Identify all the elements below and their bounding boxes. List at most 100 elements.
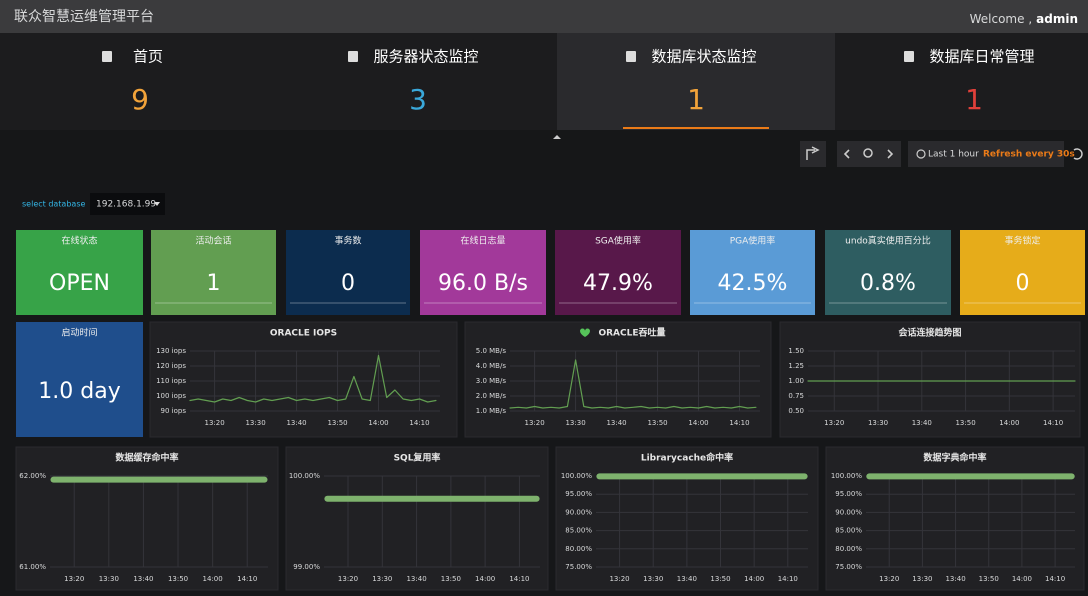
clock-icon [916, 149, 926, 159]
chart-panel [15, 446, 279, 591]
x-tick-label: 13:30 [565, 419, 585, 427]
x-tick-label: 13:40 [945, 575, 965, 583]
stat-title: undo真实使用百分比 [845, 235, 931, 247]
stat-panel [690, 230, 815, 315]
stat-title: SGA使用率 [595, 235, 641, 247]
stat-title: 事务数 [334, 235, 361, 247]
x-tick-label: 14:00 [744, 575, 764, 583]
x-tick-label: 13:40 [286, 419, 306, 427]
x-tick-label: 13:50 [168, 575, 188, 583]
y-tick-label: 1.50 [788, 347, 804, 355]
zoom-icon [863, 148, 873, 158]
stat-value: 42.5% [718, 271, 788, 296]
y-tick-label: 95.00% [565, 490, 592, 498]
x-tick-label: 13:20 [204, 419, 224, 427]
y-tick-label: 0.75 [788, 392, 804, 400]
y-tick-label: 85.00% [565, 527, 592, 535]
x-tick-label: 13:40 [133, 575, 153, 583]
nav-icon [904, 51, 914, 62]
stat-title: 在线状态 [61, 235, 97, 247]
x-tick-label: 13:20 [609, 575, 629, 583]
time-range: Last 1 hour [928, 150, 979, 160]
x-tick-label: 14:00 [368, 419, 388, 427]
stat-title: 启动时间 [61, 327, 97, 339]
y-tick-label: 61.00% [19, 563, 46, 571]
chart-title: 会话连接趋势图 [898, 327, 961, 339]
y-tick-label: 80.00% [565, 545, 592, 553]
y-tick-label: 1.00 [788, 377, 804, 385]
chart-title: ORACLE吞吐量 [598, 327, 665, 339]
y-tick-label: 0.50 [788, 407, 804, 415]
y-tick-label: 90.00% [835, 508, 862, 516]
x-tick-label: 14:10 [778, 575, 798, 583]
y-tick-label: 3.0 MB/s [476, 377, 507, 385]
x-tick-label: 13:30 [643, 575, 663, 583]
x-tick-label: 13:40 [606, 419, 626, 427]
y-tick-label: 120 iops [156, 362, 186, 370]
x-tick-label: 14:10 [509, 575, 529, 583]
stat-panel [286, 230, 410, 315]
x-tick-label: 14:10 [237, 575, 257, 583]
x-tick-label: 14:10 [1043, 419, 1063, 427]
y-tick-label: 95.00% [835, 490, 862, 498]
nav-label[interactable]: 首页 [133, 48, 163, 66]
nav-active-underline [623, 127, 769, 129]
chart-title: SQL复用率 [394, 452, 441, 464]
y-tick-label: 4.0 MB/s [476, 362, 507, 370]
stat-panel [960, 230, 1085, 315]
time-range-button[interactable] [908, 141, 1064, 167]
database-dropdown[interactable] [90, 193, 165, 215]
y-tick-label: 90.00% [565, 508, 592, 516]
nav-icon [626, 51, 636, 62]
collapse-icon[interactable] [553, 135, 561, 139]
stat-value: 96.0 B/s [438, 271, 528, 296]
series-line [189, 354, 437, 403]
y-tick-label: 62.00% [19, 472, 46, 480]
chart-panel [149, 321, 458, 438]
nav-label[interactable]: 数据库状态监控 [651, 48, 756, 66]
series-line [509, 359, 757, 409]
stat-value: 0 [341, 271, 355, 296]
heart-icon [580, 328, 590, 337]
welcome: Welcome , admin [970, 12, 1078, 26]
y-tick-label: 75.00% [835, 563, 862, 571]
stat-panel [555, 230, 681, 315]
toolbar [0, 130, 1088, 180]
x-tick-label: 13:30 [912, 575, 932, 583]
nav-label[interactable]: 服务器状态监控 [373, 48, 478, 66]
y-tick-label: 90 iops [161, 407, 187, 415]
nav-count: 1 [965, 83, 983, 116]
stat-panel [825, 230, 951, 315]
y-tick-label: 100.00% [831, 472, 862, 480]
share-button[interactable] [800, 141, 826, 167]
select-label: select database [22, 200, 85, 209]
y-tick-label: 99.00% [293, 563, 320, 571]
stat-value: 0.8% [860, 271, 916, 296]
x-tick-label: 13:30 [372, 575, 392, 583]
time-nav-buttons[interactable] [837, 141, 901, 167]
x-tick-label: 13:50 [955, 419, 975, 427]
stat-title: 事务锁定 [1004, 235, 1040, 247]
nav-active-bg [557, 33, 835, 130]
stat-title: PGA使用率 [730, 235, 776, 247]
stat-panel [16, 230, 143, 315]
x-tick-label: 13:40 [406, 575, 426, 583]
y-tick-label: 80.00% [835, 545, 862, 553]
chart-title: 数据缓存命中率 [115, 452, 178, 464]
x-tick-label: 14:00 [1012, 575, 1032, 583]
stat-value: 0 [1016, 271, 1030, 296]
x-tick-label: 13:40 [677, 575, 697, 583]
nav-label[interactable]: 数据库日常管理 [929, 48, 1034, 66]
chart-panel [779, 321, 1081, 438]
nav-count: 3 [409, 83, 427, 116]
stat-panel [16, 322, 143, 437]
dropdown-caret [154, 202, 160, 206]
stat-panel [151, 230, 276, 315]
x-tick-label: 14:00 [475, 575, 495, 583]
x-tick-label: 13:20 [64, 575, 84, 583]
x-tick-label: 14:00 [999, 419, 1019, 427]
refresh-icon[interactable] [1073, 148, 1083, 160]
nav-icon [102, 51, 112, 62]
y-tick-label: 130 iops [156, 347, 186, 355]
user-name[interactable]: admin [1036, 12, 1078, 26]
